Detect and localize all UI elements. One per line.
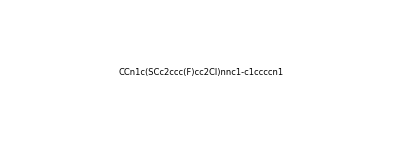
Text: CCn1c(SCc2ccc(F)cc2Cl)nnc1-c1ccccn1: CCn1c(SCc2ccc(F)cc2Cl)nnc1-c1ccccn1 [118,68,283,77]
